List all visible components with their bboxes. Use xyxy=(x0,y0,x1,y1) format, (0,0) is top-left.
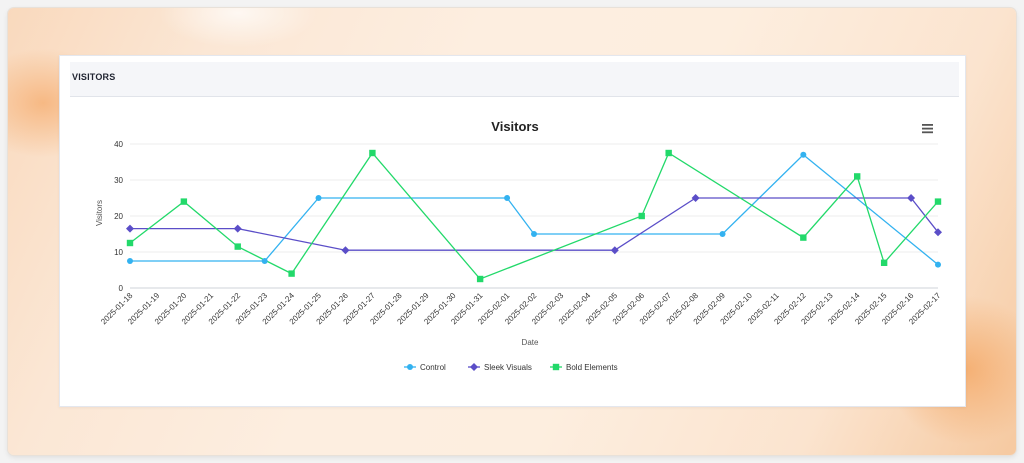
data-point-bold-elements[interactable] xyxy=(126,239,134,247)
legend-item-bold-elements[interactable]: Bold Elements xyxy=(550,363,618,372)
data-point-sleek-visuals[interactable] xyxy=(934,228,942,237)
series-markers xyxy=(126,149,942,283)
series-line-sleek-visuals xyxy=(130,197,939,251)
legend-label: Sleek Visuals xyxy=(484,363,532,372)
legend-label: Control xyxy=(420,363,446,372)
card-header: VISITORS xyxy=(70,62,959,97)
data-point-control[interactable] xyxy=(935,261,941,268)
card-title: VISITORS xyxy=(72,72,116,82)
x-axis-label: Date xyxy=(522,338,539,347)
data-point-sleek-visuals[interactable] xyxy=(233,224,242,233)
data-point-sleek-visuals[interactable] xyxy=(341,246,350,255)
data-point-bold-elements[interactable] xyxy=(476,275,484,283)
y-tick-label: 0 xyxy=(119,284,124,293)
y-axis-ticks: 0 10 20 30 40 xyxy=(114,140,123,293)
data-point-sleek-visuals[interactable] xyxy=(691,194,700,202)
series-line-bold-elements xyxy=(129,151,939,280)
y-tick-label: 20 xyxy=(114,212,123,221)
data-point-bold-elements[interactable] xyxy=(638,212,645,220)
legend-marker[interactable] xyxy=(470,363,478,371)
data-point-sleek-visuals[interactable] xyxy=(610,246,619,255)
x-axis-ticks: 2025-01-182025-01-192025-01-202025-01-21… xyxy=(99,291,943,327)
y-tick-label: 40 xyxy=(114,140,123,149)
y-tick-label: 10 xyxy=(114,248,123,257)
data-point-bold-elements[interactable] xyxy=(288,270,295,277)
data-point-control[interactable] xyxy=(800,151,807,158)
visitors-line-chart: 0 10 20 30 40 2025-01-182025-01-192025-01-20… xyxy=(95,119,943,372)
data-point-bold-elements[interactable] xyxy=(800,234,807,241)
data-point-control[interactable] xyxy=(261,258,268,264)
series-line-control xyxy=(130,153,939,266)
data-point-bold-elements[interactable] xyxy=(180,198,188,205)
data-point-control[interactable] xyxy=(531,231,537,237)
hamburger-menu-icon[interactable] xyxy=(920,122,936,136)
data-point-control[interactable] xyxy=(127,258,133,264)
legend-item-sleek-visuals[interactable]: Sleek Visuals xyxy=(468,363,532,372)
data-point-control[interactable] xyxy=(315,195,322,201)
background-glow xyxy=(158,8,318,48)
data-point-bold-elements[interactable] xyxy=(934,198,942,205)
legend-marker[interactable] xyxy=(407,364,413,370)
data-point-sleek-visuals[interactable] xyxy=(126,224,134,233)
data-point-control[interactable] xyxy=(504,195,511,201)
data-point-bold-elements[interactable] xyxy=(234,243,241,250)
y-axis-label: Visitors xyxy=(95,200,104,226)
legend-label: Bold Elements xyxy=(566,363,618,372)
grid xyxy=(130,143,938,289)
legend-item-control[interactable]: Control xyxy=(404,363,446,372)
data-point-control[interactable] xyxy=(719,231,726,237)
visitors-card: VISITORS 0 10 20 30 40 2025-01-18 2025-01-19 2… xyxy=(59,55,966,407)
data-point-sleek-visuals[interactable] xyxy=(907,194,916,202)
legend-marker[interactable] xyxy=(552,363,560,371)
legend: Control Sleek Visuals Bold Elements xyxy=(404,363,618,372)
data-point-bold-elements[interactable] xyxy=(854,173,861,180)
data-point-bold-elements[interactable] xyxy=(369,149,376,157)
data-point-bold-elements[interactable] xyxy=(665,149,672,157)
chart-title: Visitors xyxy=(491,119,538,134)
data-point-bold-elements[interactable] xyxy=(880,259,888,266)
y-tick-label: 30 xyxy=(114,176,123,185)
